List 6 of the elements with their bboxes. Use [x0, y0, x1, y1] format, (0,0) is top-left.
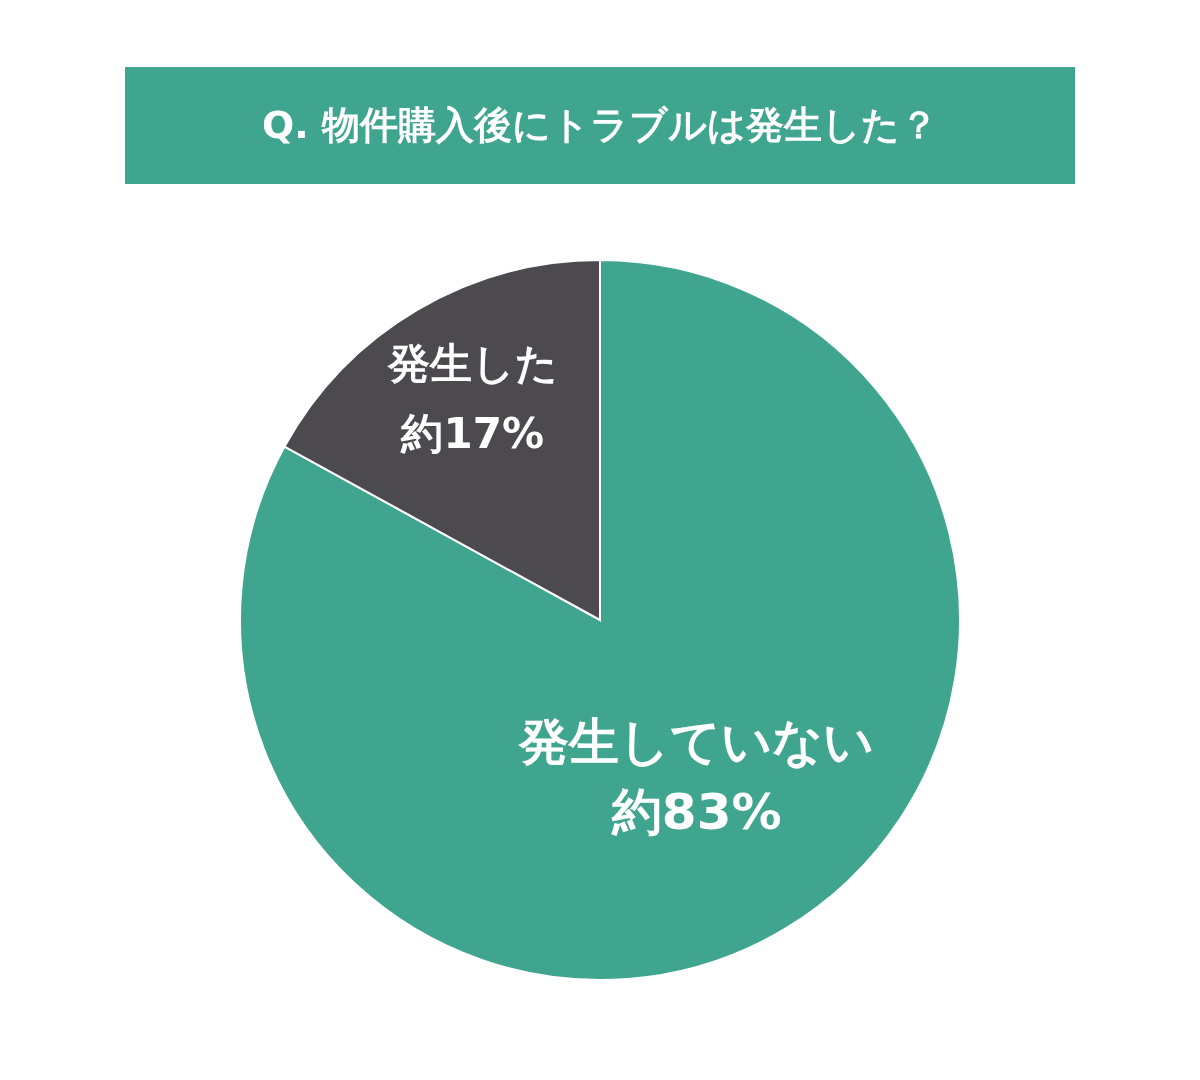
chart-title: Q. 物件購入後にトラブルは発生した？ — [262, 103, 938, 147]
data-label: 約83% — [610, 782, 782, 841]
data-label: 約17% — [400, 408, 545, 458]
slice-label: 発生していない — [517, 712, 875, 771]
pie-slice — [239, 259, 961, 981]
slice-label: 発生した — [386, 338, 558, 388]
